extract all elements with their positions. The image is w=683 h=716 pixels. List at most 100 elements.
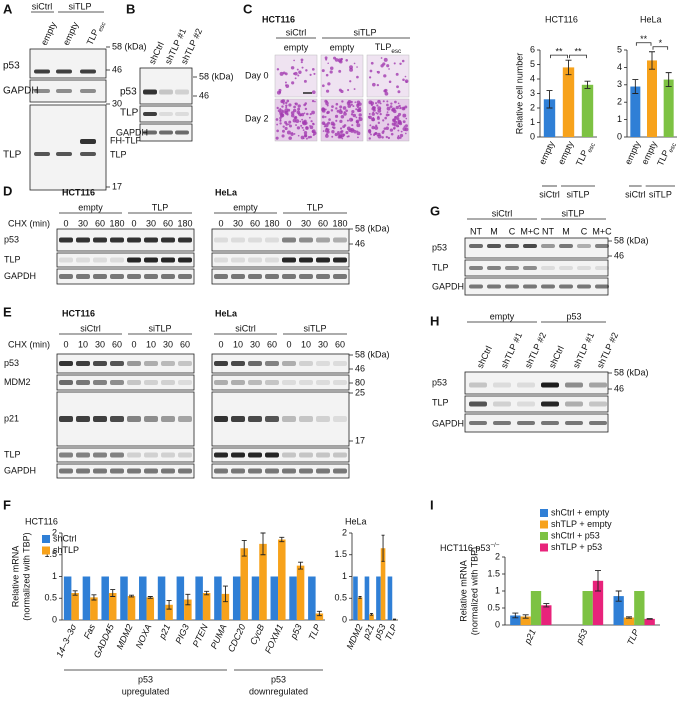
cell-dot xyxy=(374,126,379,130)
cell-dot xyxy=(303,112,306,114)
marker-label: 58 (kDa) xyxy=(112,41,147,51)
cell-dot xyxy=(351,124,354,127)
cell-dot xyxy=(279,71,284,76)
label: TLP xyxy=(3,150,22,161)
cell-dot xyxy=(335,102,339,106)
label: GAPDH xyxy=(4,465,36,475)
label: p53 xyxy=(120,87,137,98)
blot-band xyxy=(144,380,158,385)
blot-band xyxy=(316,468,330,474)
label: 10 xyxy=(233,339,243,349)
label: p53 xyxy=(432,242,447,252)
y-tick-label: 1 xyxy=(342,571,347,581)
blot-panel xyxy=(464,237,609,259)
legend-label: shTLP + empty xyxy=(551,519,612,529)
cell-dot xyxy=(340,114,345,119)
cell-dot xyxy=(349,117,353,122)
cell-dot xyxy=(343,112,347,116)
label: siTLP xyxy=(303,323,326,333)
label: empty xyxy=(330,42,355,52)
text-part: esc xyxy=(391,48,401,55)
error-bar xyxy=(565,59,572,76)
cell-dot xyxy=(377,99,381,104)
x-tick-label: FOXM1 xyxy=(263,623,285,655)
label: TLP xyxy=(120,108,139,119)
cell-dot xyxy=(281,110,285,113)
cell-dot xyxy=(389,105,393,109)
label: NT xyxy=(542,226,554,236)
cell-dot xyxy=(345,58,348,62)
bar xyxy=(195,576,203,620)
error-bar xyxy=(110,589,116,597)
x-tick-label: p21 xyxy=(522,628,538,647)
blot-band xyxy=(333,257,347,263)
blot-band xyxy=(469,244,483,248)
cell-dot xyxy=(324,115,327,118)
bar xyxy=(613,596,624,625)
cell-dot xyxy=(383,74,387,78)
cell-dot xyxy=(405,132,407,135)
cell-dot xyxy=(339,60,343,64)
blot-band xyxy=(282,361,296,366)
blot-band xyxy=(127,468,141,474)
blot-band xyxy=(143,112,157,116)
error-bar xyxy=(584,80,591,89)
blot-band xyxy=(299,274,313,279)
cell-dot xyxy=(356,75,359,79)
bar xyxy=(251,576,260,620)
label: GAPDH xyxy=(432,418,464,428)
cell-dot xyxy=(356,130,359,133)
label: 10 xyxy=(146,339,156,349)
cell-dot xyxy=(340,89,344,94)
bar xyxy=(71,593,79,620)
blot-band xyxy=(265,237,279,243)
label: TLP xyxy=(4,254,21,264)
cell-dot xyxy=(404,105,408,109)
cell-dot xyxy=(391,107,396,112)
label: CHX (min) xyxy=(8,218,50,228)
label: shTLP #2 xyxy=(523,331,548,370)
y-tick-label: 0.5 xyxy=(487,602,500,612)
blot-band xyxy=(282,237,296,243)
label: C xyxy=(581,226,588,236)
blot-band xyxy=(299,361,313,366)
blot-panel xyxy=(464,371,609,395)
cell-dot xyxy=(370,133,372,136)
cell-dot xyxy=(352,105,355,108)
cell-dot xyxy=(299,120,302,123)
blot-band xyxy=(59,468,73,474)
blot-band xyxy=(93,257,107,263)
blot-band xyxy=(127,257,141,263)
cell-dot xyxy=(309,112,312,116)
y-tick-label: 6 xyxy=(530,44,535,54)
y-axis-label: Relative mRNA xyxy=(10,546,20,608)
cell-dot xyxy=(345,131,349,135)
bar xyxy=(108,593,117,620)
label: HeLa xyxy=(215,187,238,197)
cell-dot xyxy=(395,105,399,110)
cell-image xyxy=(366,54,410,98)
cell-dot xyxy=(382,119,385,122)
bar xyxy=(562,67,575,137)
label: M+C xyxy=(520,226,540,236)
y-tick-label: 1 xyxy=(495,585,500,595)
blot-panel xyxy=(211,228,350,252)
blot-band xyxy=(577,284,591,289)
blot-band xyxy=(178,468,192,474)
blot-panel xyxy=(139,67,193,105)
label: 30 xyxy=(163,339,173,349)
cell-dot xyxy=(402,107,405,110)
blot-band xyxy=(59,380,73,385)
cell-dot xyxy=(389,128,394,132)
cell-dot xyxy=(341,137,344,140)
bar xyxy=(315,613,324,620)
blot-band xyxy=(143,89,157,95)
blot-band xyxy=(299,452,313,458)
panel-label: D xyxy=(3,183,12,198)
y-tick-label: 0 xyxy=(617,131,622,141)
blot-band xyxy=(178,416,192,422)
cell-dot xyxy=(288,103,292,107)
x-tick-label: empty xyxy=(537,139,557,166)
blot-panel xyxy=(211,268,350,285)
cell-dot xyxy=(340,58,343,61)
